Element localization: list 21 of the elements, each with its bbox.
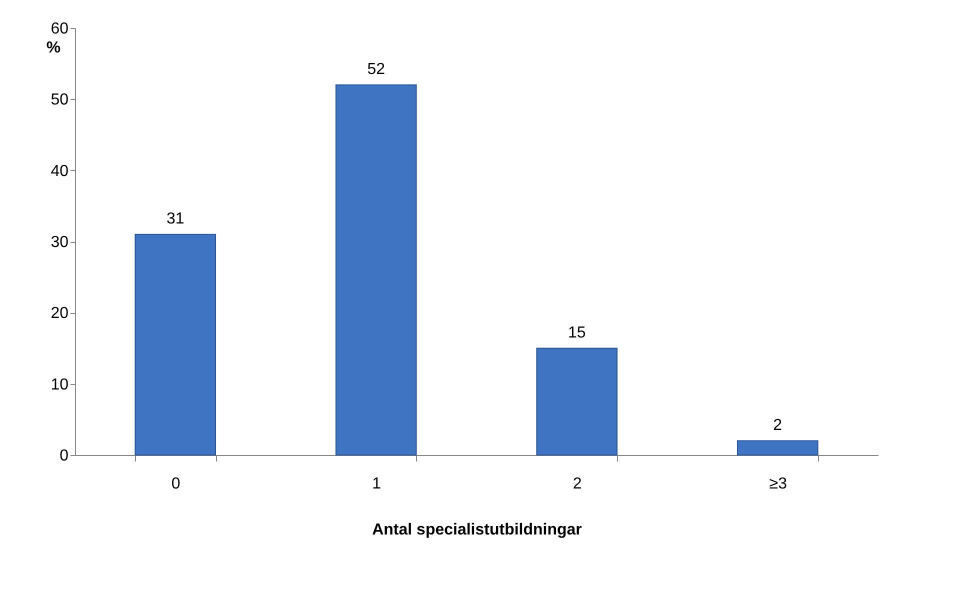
y-tick-label: 10 — [50, 376, 69, 394]
x-tick-label: ≥3 — [769, 476, 788, 492]
x-tick-label: 1 — [372, 476, 382, 492]
bar — [134, 234, 216, 456]
data-label: 15 — [568, 324, 586, 342]
y-tick-label: 60 — [50, 20, 69, 38]
x-tick-label: 0 — [171, 476, 180, 492]
y-tick-label: 0 — [60, 448, 69, 464]
y-tick-label: 30 — [50, 234, 69, 251]
bar — [335, 84, 417, 456]
y-tick-label: 20 — [50, 305, 69, 322]
y-tick-label: 40 — [50, 162, 69, 180]
x-axis-title: Antal specialistutbildningar — [372, 522, 582, 538]
bar — [736, 440, 818, 456]
data-label: 52 — [367, 60, 386, 78]
y-axis-title: % — [46, 40, 61, 56]
data-label: 31 — [166, 210, 184, 228]
data-label: 2 — [773, 416, 782, 434]
bar — [536, 348, 618, 456]
y-tick-label: 50 — [50, 92, 69, 109]
x-tick-label: 2 — [572, 476, 582, 492]
